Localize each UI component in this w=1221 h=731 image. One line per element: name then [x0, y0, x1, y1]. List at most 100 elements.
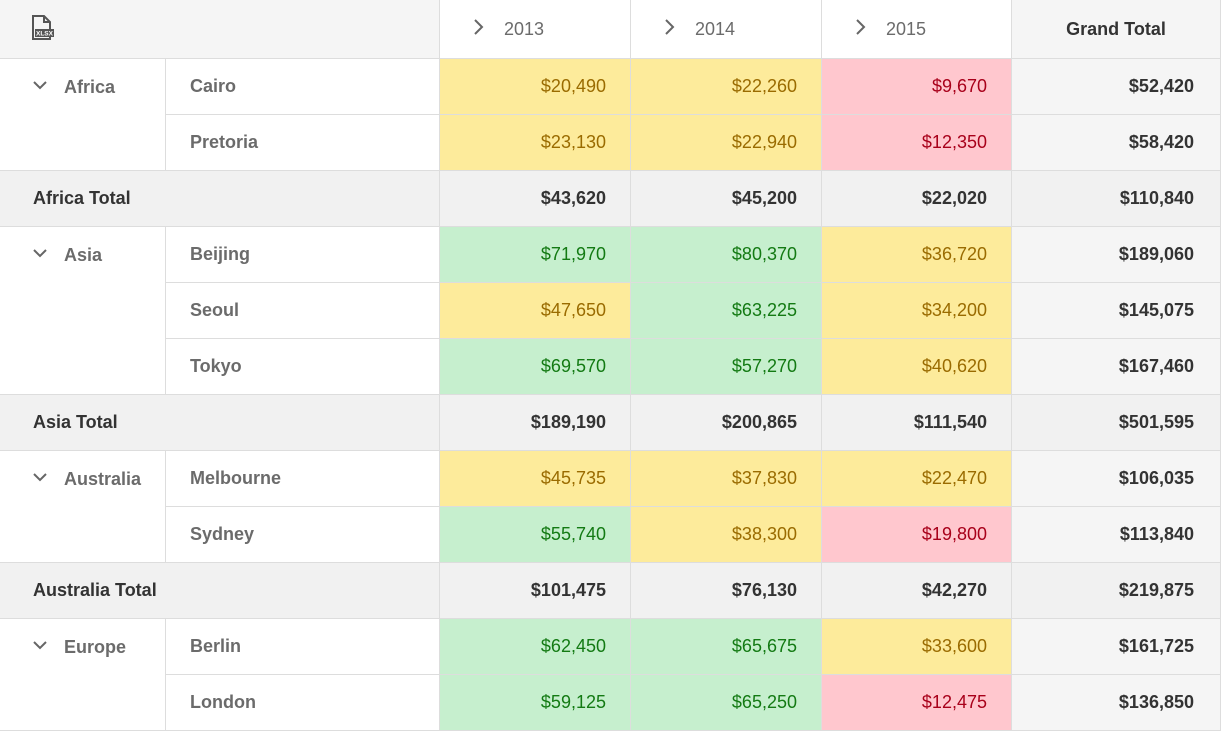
- value-text: $80,370: [731, 244, 797, 264]
- value-cell[interactable]: $20,490: [440, 59, 631, 115]
- region-total-value: $101,475: [530, 580, 606, 600]
- region-total-label-cell: Africa Total: [0, 171, 440, 227]
- value-cell[interactable]: $22,940: [631, 115, 822, 171]
- value-cell[interactable]: $71,970: [440, 227, 631, 283]
- grand-total-cell: $106,035: [1012, 451, 1221, 507]
- chevron-right-icon[interactable]: [852, 17, 868, 37]
- value-text: $19,800: [921, 524, 987, 544]
- value-cell[interactable]: $23,130: [440, 115, 631, 171]
- value-text: $34,200: [921, 300, 987, 320]
- grand-total-value: $113,840: [1119, 524, 1194, 544]
- value-text: $12,350: [921, 132, 987, 152]
- region-total-value-cell: $200,865: [631, 395, 822, 451]
- value-text: $22,940: [731, 132, 797, 152]
- export-corner-cell: XLSX: [0, 0, 440, 59]
- grand-total-cell: $58,420: [1012, 115, 1221, 171]
- value-cell[interactable]: $65,250: [631, 675, 822, 731]
- region-total-value-cell: $22,020: [822, 171, 1012, 227]
- value-text: $20,490: [540, 76, 606, 96]
- value-cell[interactable]: $45,735: [440, 451, 631, 507]
- region-cell-australia[interactable]: Australia: [0, 451, 166, 563]
- value-text: $22,260: [731, 76, 797, 96]
- region-cell-asia[interactable]: Asia: [0, 227, 166, 395]
- chevron-down-icon[interactable]: [32, 245, 48, 261]
- value-cell[interactable]: $36,720: [822, 227, 1012, 283]
- year-header-2014[interactable]: 2014: [631, 0, 822, 59]
- region-total-grand-value: $110,840: [1119, 188, 1194, 208]
- value-text: $69,570: [540, 356, 606, 376]
- value-cell[interactable]: $22,260: [631, 59, 822, 115]
- value-cell[interactable]: $40,620: [822, 339, 1012, 395]
- value-text: $45,735: [540, 468, 606, 488]
- grand-total-cell: $52,420: [1012, 59, 1221, 115]
- region-label: Asia: [64, 245, 103, 265]
- value-cell[interactable]: $69,570: [440, 339, 631, 395]
- value-text: $37,830: [731, 468, 797, 488]
- value-text: $40,620: [921, 356, 987, 376]
- region-total-label-cell: Australia Total: [0, 563, 440, 619]
- grand-total-cell: $189,060: [1012, 227, 1221, 283]
- region-label: Europe: [64, 637, 127, 657]
- grand-total-cell: $136,850: [1012, 675, 1221, 731]
- value-cell[interactable]: $22,470: [822, 451, 1012, 507]
- grand-total-cell: $145,075: [1012, 283, 1221, 339]
- grand-total-value: $106,035: [1118, 468, 1194, 488]
- excel-export-icon[interactable]: XLSX: [30, 15, 56, 41]
- grand-total-value: $58,420: [1128, 132, 1194, 152]
- grand-total-cell: $167,460: [1012, 339, 1221, 395]
- value-cell[interactable]: $65,675: [631, 619, 822, 675]
- value-cell[interactable]: $62,450: [440, 619, 631, 675]
- city-cell: Berlin: [166, 619, 440, 675]
- city-label: Tokyo: [190, 356, 242, 376]
- value-cell[interactable]: $9,670: [822, 59, 1012, 115]
- chevron-right-icon[interactable]: [470, 17, 486, 37]
- value-cell[interactable]: $19,800: [822, 507, 1012, 563]
- city-cell: Melbourne: [166, 451, 440, 507]
- value-cell[interactable]: $47,650: [440, 283, 631, 339]
- value-text: $23,130: [540, 132, 606, 152]
- chevron-down-icon[interactable]: [32, 637, 48, 653]
- year-header-2015[interactable]: 2015: [822, 0, 1012, 59]
- region-label: Africa: [64, 77, 116, 97]
- chevron-right-icon[interactable]: [661, 17, 677, 37]
- chevron-down-icon[interactable]: [32, 469, 48, 485]
- region-total-value-cell: $76,130: [631, 563, 822, 619]
- value-text: $65,675: [731, 636, 797, 656]
- grand-total-value: $161,725: [1118, 636, 1194, 656]
- region-cell-africa[interactable]: Africa: [0, 59, 166, 171]
- city-label: Pretoria: [190, 132, 259, 152]
- city-cell: Tokyo: [166, 339, 440, 395]
- value-cell[interactable]: $33,600: [822, 619, 1012, 675]
- city-label: Beijing: [190, 244, 251, 264]
- value-text: $9,670: [931, 76, 987, 96]
- value-cell[interactable]: $34,200: [822, 283, 1012, 339]
- value-text: $47,650: [540, 300, 606, 320]
- value-cell[interactable]: $37,830: [631, 451, 822, 507]
- value-cell[interactable]: $63,225: [631, 283, 822, 339]
- city-cell: Pretoria: [166, 115, 440, 171]
- grand-total-label: Grand Total: [1066, 18, 1166, 39]
- value-text: $12,475: [921, 692, 987, 712]
- year-header-2013[interactable]: 2013: [440, 0, 631, 59]
- value-cell[interactable]: $80,370: [631, 227, 822, 283]
- value-cell[interactable]: $55,740: [440, 507, 631, 563]
- city-cell: Cairo: [166, 59, 440, 115]
- region-cell-europe[interactable]: Europe: [0, 619, 166, 731]
- city-label: Seoul: [190, 300, 240, 320]
- region-total-value-cell: $45,200: [631, 171, 822, 227]
- value-text: $65,250: [731, 692, 797, 712]
- value-text: $59,125: [540, 692, 606, 712]
- region-total-value: $45,200: [731, 188, 797, 208]
- region-total-value: $111,540: [913, 412, 987, 432]
- value-cell[interactable]: $12,350: [822, 115, 1012, 171]
- value-cell[interactable]: $59,125: [440, 675, 631, 731]
- value-cell[interactable]: $12,475: [822, 675, 1012, 731]
- year-label: 2015: [886, 18, 927, 39]
- value-cell[interactable]: $57,270: [631, 339, 822, 395]
- region-total-value-cell: $42,270: [822, 563, 1012, 619]
- grand-total-value: $145,075: [1118, 300, 1194, 320]
- region-total-value: $189,190: [530, 412, 606, 432]
- region-total-value-cell: $189,190: [440, 395, 631, 451]
- value-cell[interactable]: $38,300: [631, 507, 822, 563]
- chevron-down-icon[interactable]: [32, 77, 48, 93]
